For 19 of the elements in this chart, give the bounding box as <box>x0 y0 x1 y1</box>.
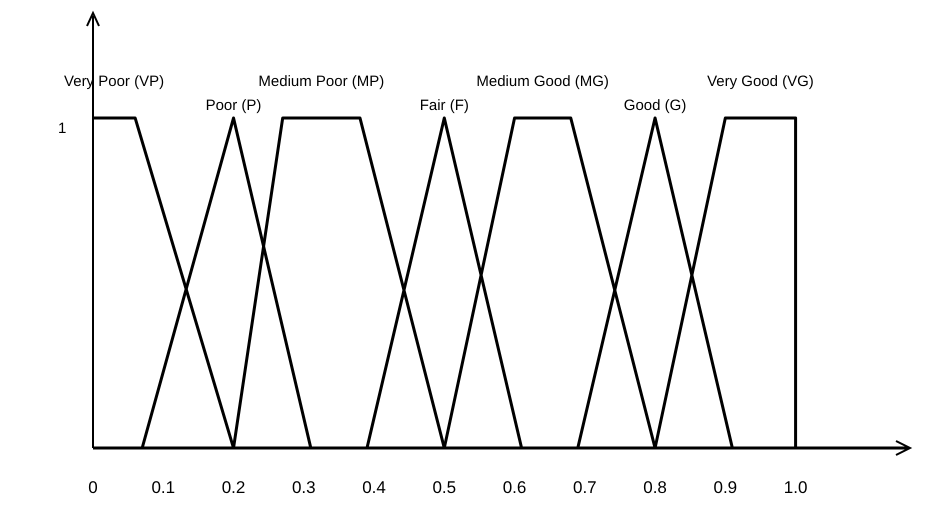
x-tick-label: 0.3 <box>292 478 316 497</box>
text: 1 <box>58 120 66 137</box>
series-label: Poor (P) <box>206 97 262 114</box>
x-tick-label: 0.8 <box>643 478 667 497</box>
series-label: Fair (F) <box>420 97 469 114</box>
x-tick-label: 0.9 <box>714 478 738 497</box>
x-tick-label: 0.4 <box>362 478 386 497</box>
text: Medium Good (MG) <box>476 73 609 90</box>
x-tick-label: 0.7 <box>572 478 597 497</box>
x-tick-label: 0 <box>88 478 98 497</box>
text: Very Good (VG) <box>707 73 814 90</box>
x-tick-label: 0.2 <box>222 478 246 497</box>
text: Very Poor (VP) <box>64 73 164 90</box>
x-tick-label: 0.1 <box>151 478 176 497</box>
text: Medium Poor (MP) <box>258 73 384 90</box>
x-tick-label: 0.6 <box>502 478 526 497</box>
x-tick-label: 1.0 <box>784 478 808 497</box>
x-tick-label: 0.5 <box>432 478 456 497</box>
series-label: Good (G) <box>624 97 686 114</box>
